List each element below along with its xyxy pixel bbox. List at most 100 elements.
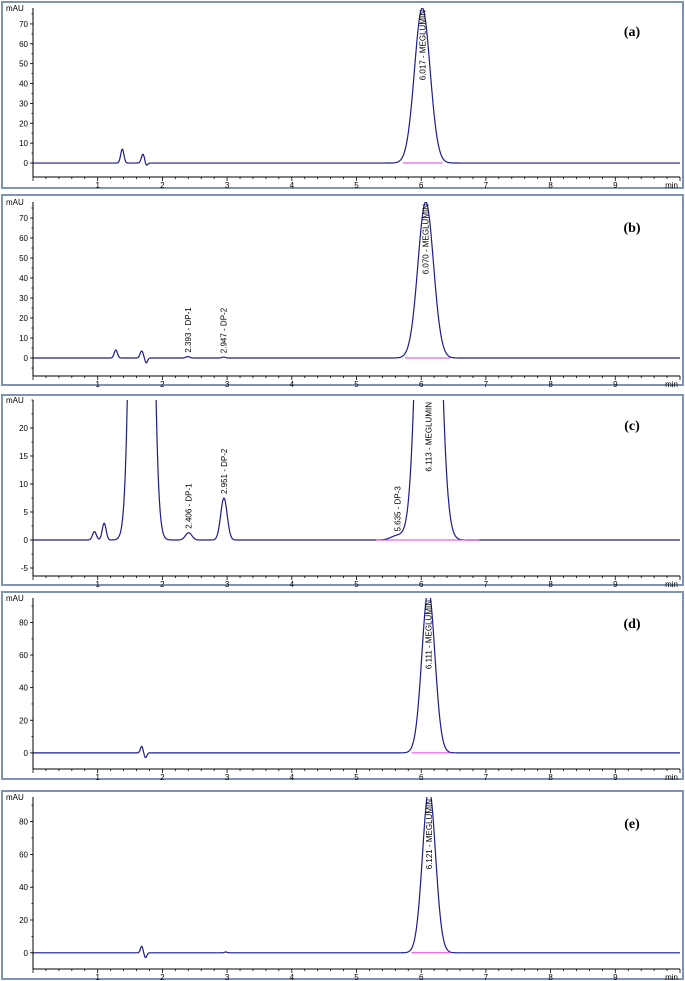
y-tick-label-a: 30 xyxy=(19,99,28,108)
panel-letter-a: (a) xyxy=(624,25,641,40)
y-tick-label-e: 0 xyxy=(24,949,29,958)
y-tick-label-d: 40 xyxy=(19,684,28,693)
x-unit-label-c: min xyxy=(665,580,678,589)
x-tick-label-e: 9 xyxy=(613,973,618,981)
x-tick-label-d: 4 xyxy=(290,773,295,782)
x-tick-label-a: 4 xyxy=(290,181,295,190)
panel-frame-a xyxy=(1,1,684,189)
y-tick-label-a: 40 xyxy=(19,80,28,89)
x-tick-label-e: 1 xyxy=(95,973,100,981)
x-tick-label-e: 7 xyxy=(484,973,489,981)
x-tick-label-c: 2 xyxy=(160,580,165,589)
trace-group-e xyxy=(33,797,680,959)
x-tick-label-a: 9 xyxy=(613,181,618,190)
x-tick-label-c: 9 xyxy=(613,580,618,589)
peak-label-c: 6.113 - MEGLUMIN xyxy=(425,402,434,472)
x-tick-label-e: 2 xyxy=(160,973,165,981)
x-unit-label-a: min xyxy=(665,181,678,190)
peak-label-b: 2.393 - DP-1 xyxy=(184,307,193,353)
peak-label-c: 5.635 - DP-3 xyxy=(394,486,403,532)
x-tick-label-b: 5 xyxy=(354,380,359,389)
x-tick-label-b: 2 xyxy=(160,380,165,389)
x-unit-label-d: min xyxy=(665,773,678,782)
y-tick-label-e: 80 xyxy=(19,818,28,827)
peak-label-c: 2.406 - DP-1 xyxy=(185,483,194,529)
x-tick-label-d: 9 xyxy=(613,773,618,782)
trace-group-c xyxy=(33,400,680,541)
x-tick-label-c: 7 xyxy=(484,580,489,589)
y-tick-label-b: 70 xyxy=(19,214,28,223)
y-unit-label-c: mAU xyxy=(6,396,24,405)
y-tick-label-b: 20 xyxy=(19,314,28,323)
x-tick-label-c: 8 xyxy=(548,580,553,589)
chromatogram-panel-c: -5 0 5 10 15 20 1 2 3 4 5 6 7 8 9 mAU min (c) 2.406 - DP-1… xyxy=(1,394,684,589)
y-tick-label-e: 60 xyxy=(19,850,28,859)
chromatogram-trace-c xyxy=(33,400,680,541)
y-tick-label-b: 60 xyxy=(19,234,28,243)
x-tick-label-a: 8 xyxy=(548,181,553,190)
x-tick-label-e: 6 xyxy=(419,973,424,981)
x-unit-label-e: min xyxy=(665,973,678,981)
x-tick-label-d: 6 xyxy=(419,773,424,782)
trace-group-d xyxy=(33,598,680,759)
y-unit-label-a: mAU xyxy=(6,4,24,13)
y-tick-label-d: 20 xyxy=(19,716,28,725)
x-tick-label-d: 8 xyxy=(548,773,553,782)
x-tick-label-c: 5 xyxy=(354,580,359,589)
x-tick-label-d: 7 xyxy=(484,773,489,782)
x-tick-label-a: 2 xyxy=(160,181,165,190)
y-tick-label-c: 5 xyxy=(24,508,29,517)
x-tick-label-a: 7 xyxy=(484,181,489,190)
x-tick-label-d: 2 xyxy=(160,773,165,782)
y-tick-label-d: 60 xyxy=(19,651,28,660)
y-tick-label-b: 10 xyxy=(19,334,28,343)
panel-frame-e xyxy=(1,790,684,980)
trace-group-a xyxy=(33,8,680,166)
chromatogram-panel-e: 0 20 40 60 80 1 2 3 4 5 6 7 8 9 mAU min (e) 6.121 - MEGLU… xyxy=(1,790,684,981)
panel-frame-c xyxy=(1,394,684,586)
y-tick-label-b: 50 xyxy=(19,254,28,263)
y-tick-label-a: 20 xyxy=(19,119,28,128)
y-tick-label-c: 0 xyxy=(24,536,29,545)
chromatogram-panel-b: 0 10 20 30 40 50 60 70 1 2 3 4 5 6 7 8 9 mAU min (b) 2.393 -… xyxy=(1,194,684,389)
peak-label-b: 2.947 - DP-2 xyxy=(220,307,229,353)
peak-label-b: 6.070 - MEGLUMIN xyxy=(422,204,431,274)
panel-frame-d xyxy=(1,591,684,780)
y-unit-label-d: mAU xyxy=(6,594,24,603)
x-tick-label-c: 6 xyxy=(419,580,424,589)
x-tick-label-e: 4 xyxy=(290,973,295,981)
peak-label-d: 6.111 - MEGLUMIN xyxy=(424,600,433,669)
panel-letter-c: (c) xyxy=(624,419,640,434)
chromatogram-trace-a xyxy=(33,8,680,166)
x-tick-label-b: 1 xyxy=(95,380,100,389)
chromatogram-panel-a: 0 10 20 30 40 50 60 70 1 2 3 4 5 6 7 8 9 mAU min (a) 6.017 -… xyxy=(1,1,684,190)
y-tick-label-a: 60 xyxy=(19,40,28,49)
peak-label-e: 6.121 - MEGLUMIN xyxy=(425,799,434,869)
y-tick-label-e: 40 xyxy=(19,883,28,892)
trace-group-b xyxy=(33,202,680,364)
x-tick-label-c: 4 xyxy=(290,580,295,589)
x-tick-label-d: 5 xyxy=(354,773,359,782)
panel-letter-b: (b) xyxy=(623,221,640,236)
x-tick-label-e: 3 xyxy=(225,973,230,981)
y-tick-label-b: 40 xyxy=(19,274,28,283)
peak-label-a: 6.017 - MEGLUMIN xyxy=(418,10,427,80)
y-tick-label-d: 0 xyxy=(24,749,29,758)
x-tick-label-b: 7 xyxy=(484,380,489,389)
y-tick-label-c: 20 xyxy=(19,424,28,433)
y-tick-label-a: 0 xyxy=(24,159,29,168)
y-tick-label-b: 0 xyxy=(24,354,29,363)
y-tick-label-a: 70 xyxy=(19,20,28,29)
y-unit-label-e: mAU xyxy=(6,793,24,802)
x-tick-label-b: 4 xyxy=(290,380,295,389)
x-tick-label-a: 6 xyxy=(419,181,424,190)
x-tick-label-a: 3 xyxy=(225,181,230,190)
x-tick-label-b: 8 xyxy=(548,380,553,389)
x-unit-label-b: min xyxy=(665,380,678,389)
chromatogram-trace-b xyxy=(33,202,680,364)
x-tick-label-c: 1 xyxy=(95,580,100,589)
x-tick-label-a: 5 xyxy=(354,181,359,190)
y-tick-label-a: 10 xyxy=(19,139,28,148)
chromatogram-trace-e xyxy=(33,797,680,959)
